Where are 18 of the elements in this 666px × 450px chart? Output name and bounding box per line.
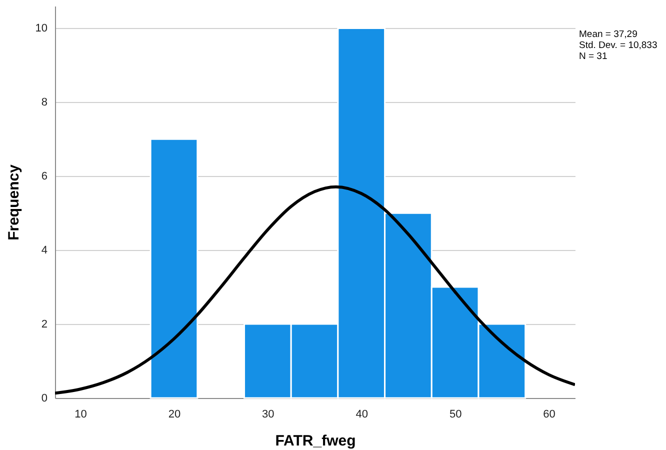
y-axis-title: Frequency bbox=[5, 164, 22, 240]
text: N = 31 bbox=[579, 51, 608, 62]
text: Mean = 37,29 bbox=[579, 29, 638, 40]
x-tick-label: 10 bbox=[74, 408, 87, 420]
y-tick-label: 8 bbox=[41, 96, 48, 109]
y-tick-label: 0 bbox=[41, 392, 48, 404]
y-tick-label: 2 bbox=[41, 318, 48, 331]
y-tick-label: 4 bbox=[41, 244, 48, 257]
x-tick-label: 20 bbox=[168, 408, 181, 420]
y-tick-label: 10 bbox=[35, 22, 48, 35]
y-tick-label: 6 bbox=[41, 170, 48, 183]
x-tick-label: 30 bbox=[262, 408, 274, 420]
x-tick-label: 60 bbox=[543, 408, 556, 420]
x-tick-label: 50 bbox=[449, 408, 462, 420]
line-series bbox=[55, 185, 575, 395]
text: Std. Dev. = 10,833 bbox=[579, 40, 658, 51]
x-axis-title: FATR_fweg bbox=[275, 432, 356, 450]
x-tick-label: 40 bbox=[356, 408, 368, 420]
